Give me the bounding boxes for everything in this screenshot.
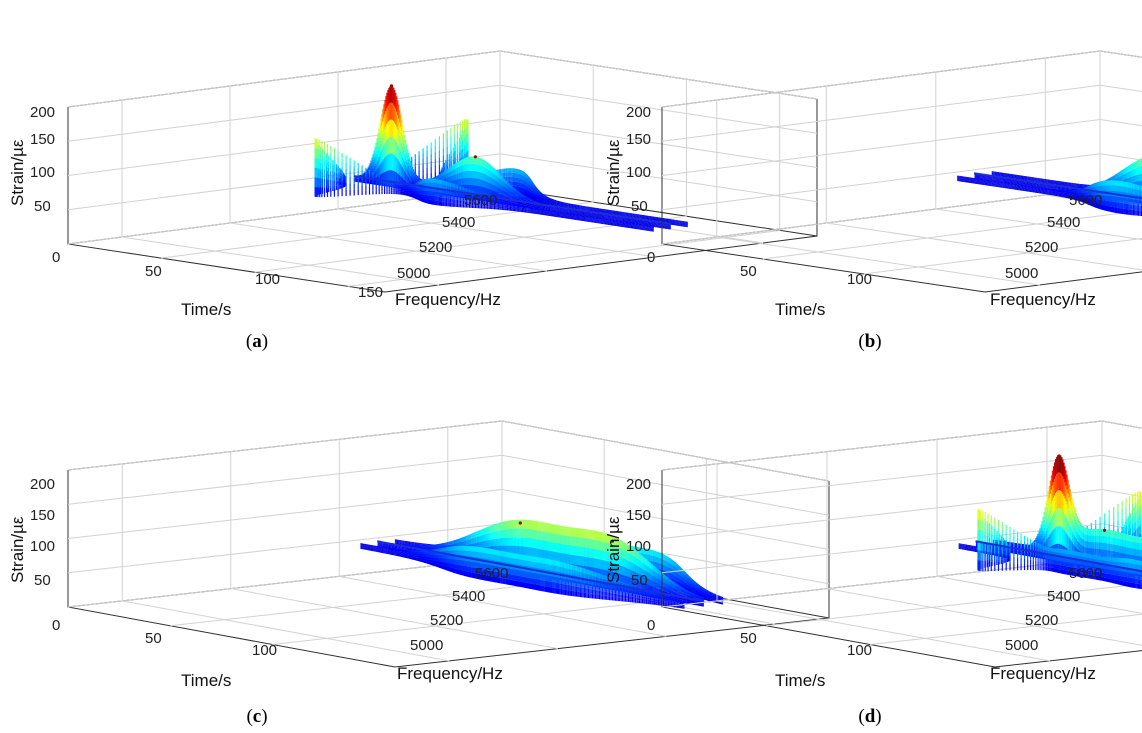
grid-line-strain [68,51,817,107]
grid-line-strain [68,120,817,176]
axes-box-top-edge [68,51,817,107]
grid-line-strain [68,85,817,141]
panel-a: 50 100 150 200 0 50 100 150 5000 5200 54… [8,51,817,352]
